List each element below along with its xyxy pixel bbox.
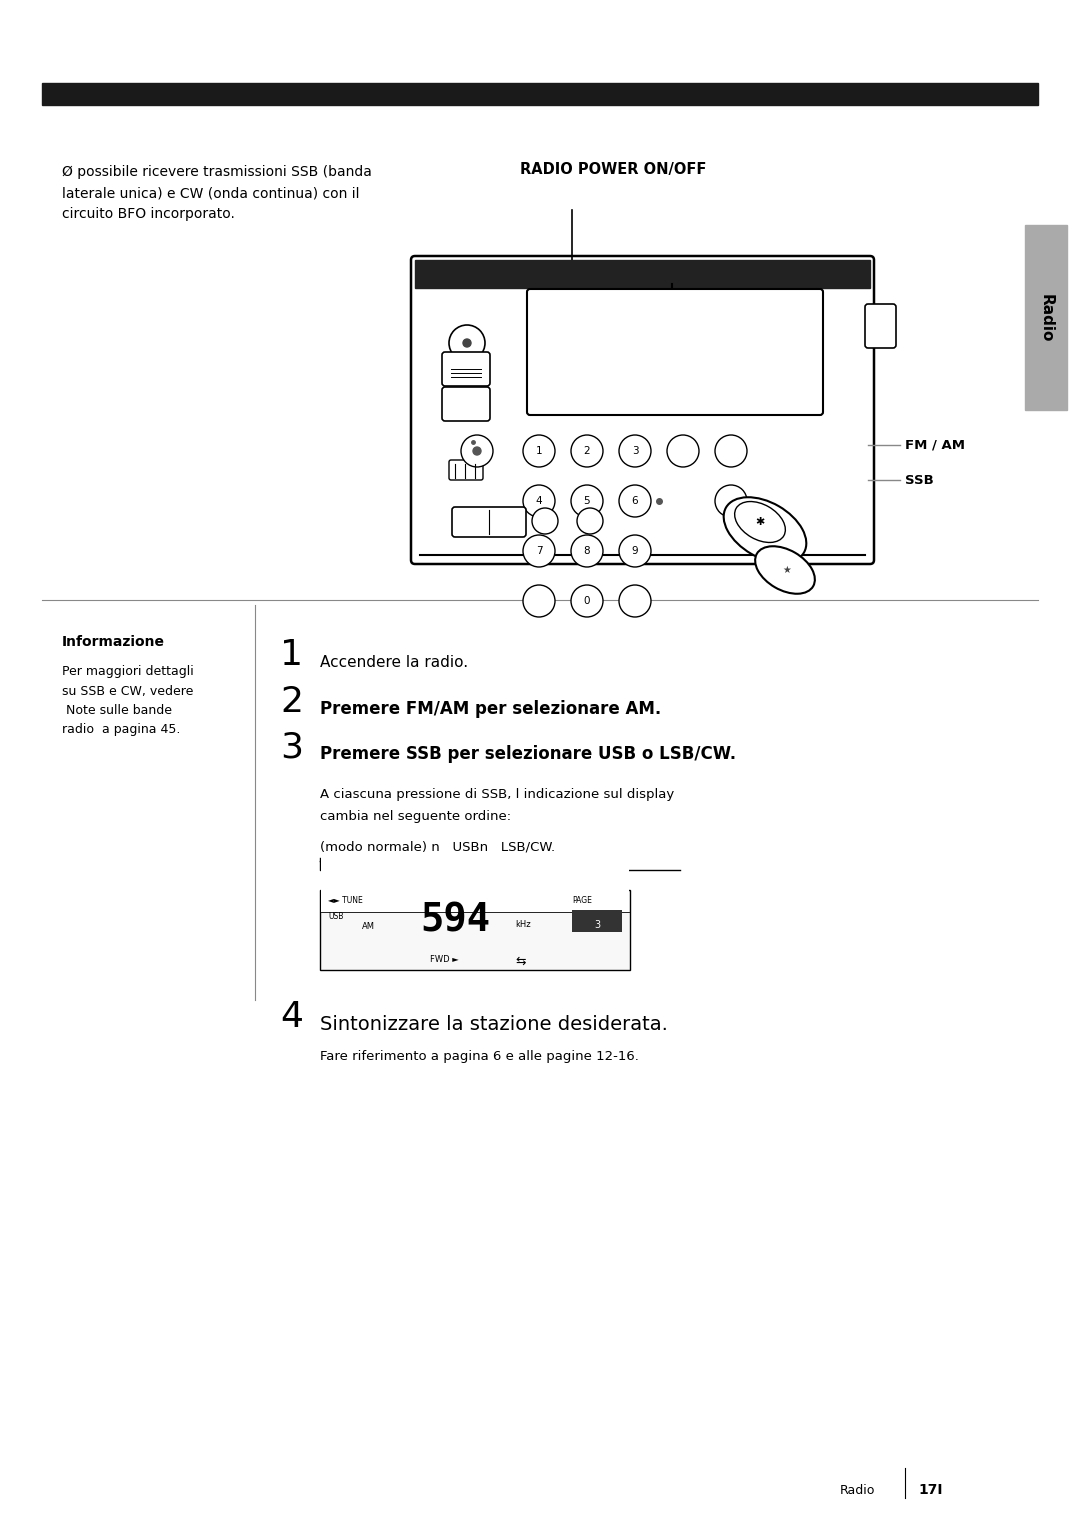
Circle shape [532,507,558,533]
Bar [1025,225,1067,409]
Text: 2: 2 [280,685,303,719]
Circle shape [619,535,651,567]
Circle shape [571,535,603,567]
Circle shape [463,339,471,346]
Bar [321,855,629,912]
Circle shape [715,484,747,517]
Circle shape [571,435,603,468]
Circle shape [523,484,555,517]
FancyBboxPatch shape [442,353,490,386]
Text: RADIO POWER ON/OFF: RADIO POWER ON/OFF [519,162,706,176]
Text: AM: AM [362,921,375,931]
FancyBboxPatch shape [449,460,483,480]
Text: SSB: SSB [905,474,934,486]
FancyBboxPatch shape [442,386,490,422]
Bar [415,261,870,288]
Circle shape [571,586,603,616]
Text: 7: 7 [536,546,542,556]
Bar [42,83,1038,104]
Text: Sintonizzare la stazione desiderata.: Sintonizzare la stazione desiderata. [320,1015,667,1033]
Text: Fare riferimento a pagina 6 e alle pagine 12-16.: Fare riferimento a pagina 6 e alle pagin… [320,1050,639,1062]
Text: 6: 6 [632,497,638,506]
Circle shape [523,586,555,616]
Text: 9: 9 [632,546,638,556]
Text: 8: 8 [583,546,591,556]
Circle shape [523,535,555,567]
Text: 3: 3 [594,920,600,931]
Text: 3: 3 [632,446,638,455]
Circle shape [571,484,603,517]
Text: 3: 3 [280,730,303,763]
Text: Premere FM/AM per selezionare AM.: Premere FM/AM per selezionare AM. [320,701,661,717]
Text: ✱: ✱ [755,517,765,527]
Text: 17I: 17I [918,1482,943,1498]
Text: 1: 1 [280,638,303,671]
Circle shape [667,435,699,468]
Text: FM / AM: FM / AM [905,438,966,452]
Text: Accendere la radio.: Accendere la radio. [320,655,468,670]
Circle shape [715,435,747,468]
Circle shape [473,448,481,455]
Text: 5: 5 [583,497,591,506]
Text: cambia nel seguente ordine:: cambia nel seguente ordine: [320,809,511,823]
Text: Per maggiori dettagli
su SSB e CW, vedere
 Note sulle bande
radio  a pagina 45.: Per maggiori dettagli su SSB e CW, veder… [62,665,193,736]
FancyBboxPatch shape [411,256,874,564]
Text: kHz: kHz [515,920,530,929]
FancyBboxPatch shape [320,891,630,970]
Circle shape [577,507,603,533]
Ellipse shape [734,501,785,543]
Text: Radio: Radio [839,1484,875,1496]
Ellipse shape [724,497,807,563]
FancyBboxPatch shape [527,290,823,415]
Circle shape [619,484,651,517]
Text: 4: 4 [536,497,542,506]
Circle shape [449,325,485,360]
Text: 594: 594 [420,901,490,940]
Text: ⇆: ⇆ [515,955,526,967]
Circle shape [461,435,492,468]
Text: 1: 1 [536,446,542,455]
Text: USB: USB [328,912,343,921]
Text: 4: 4 [280,1000,303,1033]
Text: (modo normale) n   USBn   LSB/CW.: (modo normale) n USBn LSB/CW. [320,840,555,852]
Text: PAGE: PAGE [572,895,592,904]
Text: ◄► TUNE: ◄► TUNE [328,895,363,904]
Text: ★: ★ [783,566,792,575]
Circle shape [523,435,555,468]
Text: 2: 2 [583,446,591,455]
Text: Informazione: Informazione [62,635,165,648]
Text: A ciascuna pressione di SSB, l indicazione sul display: A ciascuna pressione di SSB, l indicazio… [320,788,674,802]
FancyBboxPatch shape [865,304,896,348]
Bar [572,911,622,932]
Text: 0: 0 [584,596,591,606]
FancyBboxPatch shape [453,507,526,537]
Text: Premere SSB per selezionare USB o LSB/CW.: Premere SSB per selezionare USB o LSB/CW… [320,745,737,763]
Text: FWD ►: FWD ► [430,955,459,964]
Circle shape [619,435,651,468]
Circle shape [619,586,651,616]
Text: Ø possibile ricevere trasmissioni SSB (banda
laterale unica) e CW (onda continua: Ø possibile ricevere trasmissioni SSB (b… [62,166,372,221]
Ellipse shape [755,546,815,593]
Text: Radio: Radio [1039,294,1053,342]
